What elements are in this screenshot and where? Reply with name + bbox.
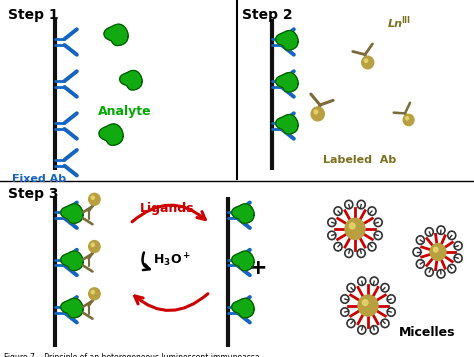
Polygon shape xyxy=(61,204,83,223)
Circle shape xyxy=(89,193,100,205)
Circle shape xyxy=(358,295,378,316)
FancyArrowPatch shape xyxy=(135,294,208,311)
Text: Fixed Ab: Fixed Ab xyxy=(12,174,66,184)
Polygon shape xyxy=(120,70,142,90)
Polygon shape xyxy=(232,204,254,223)
Text: Analyte: Analyte xyxy=(98,105,152,118)
Circle shape xyxy=(430,243,446,260)
Polygon shape xyxy=(104,24,128,46)
Polygon shape xyxy=(276,115,298,134)
Circle shape xyxy=(89,241,100,252)
Polygon shape xyxy=(99,124,123,145)
Circle shape xyxy=(314,110,318,114)
Circle shape xyxy=(434,247,438,252)
Text: III: III xyxy=(401,16,410,25)
FancyArrowPatch shape xyxy=(143,252,150,270)
Text: Ln: Ln xyxy=(388,19,403,29)
Polygon shape xyxy=(232,251,254,271)
Text: $\mathbf{H_3O^+}$: $\mathbf{H_3O^+}$ xyxy=(153,252,191,269)
Circle shape xyxy=(91,291,94,294)
Circle shape xyxy=(91,196,94,199)
Circle shape xyxy=(345,218,365,240)
Circle shape xyxy=(363,300,368,306)
Text: Labeled  Ab: Labeled Ab xyxy=(323,155,397,165)
Polygon shape xyxy=(276,72,298,92)
Text: Micelles: Micelles xyxy=(399,326,455,338)
Circle shape xyxy=(365,59,368,62)
Polygon shape xyxy=(61,298,83,318)
Polygon shape xyxy=(61,251,83,271)
Text: Ligands: Ligands xyxy=(140,202,194,215)
FancyArrowPatch shape xyxy=(132,205,205,222)
Text: Figure 7    Principle of an heterogeneous luminescent immunoassa: Figure 7 Principle of an heterogeneous l… xyxy=(4,353,260,357)
Circle shape xyxy=(406,117,409,120)
Text: Step 3: Step 3 xyxy=(8,187,58,201)
Circle shape xyxy=(311,107,324,121)
Polygon shape xyxy=(232,298,254,318)
Polygon shape xyxy=(276,31,298,50)
Circle shape xyxy=(89,288,100,300)
Text: Step 2: Step 2 xyxy=(242,9,292,22)
Circle shape xyxy=(91,243,94,247)
Circle shape xyxy=(349,223,355,229)
Circle shape xyxy=(362,56,374,69)
Text: Step 1: Step 1 xyxy=(8,9,59,22)
Text: +: + xyxy=(249,258,267,278)
Circle shape xyxy=(403,114,414,126)
